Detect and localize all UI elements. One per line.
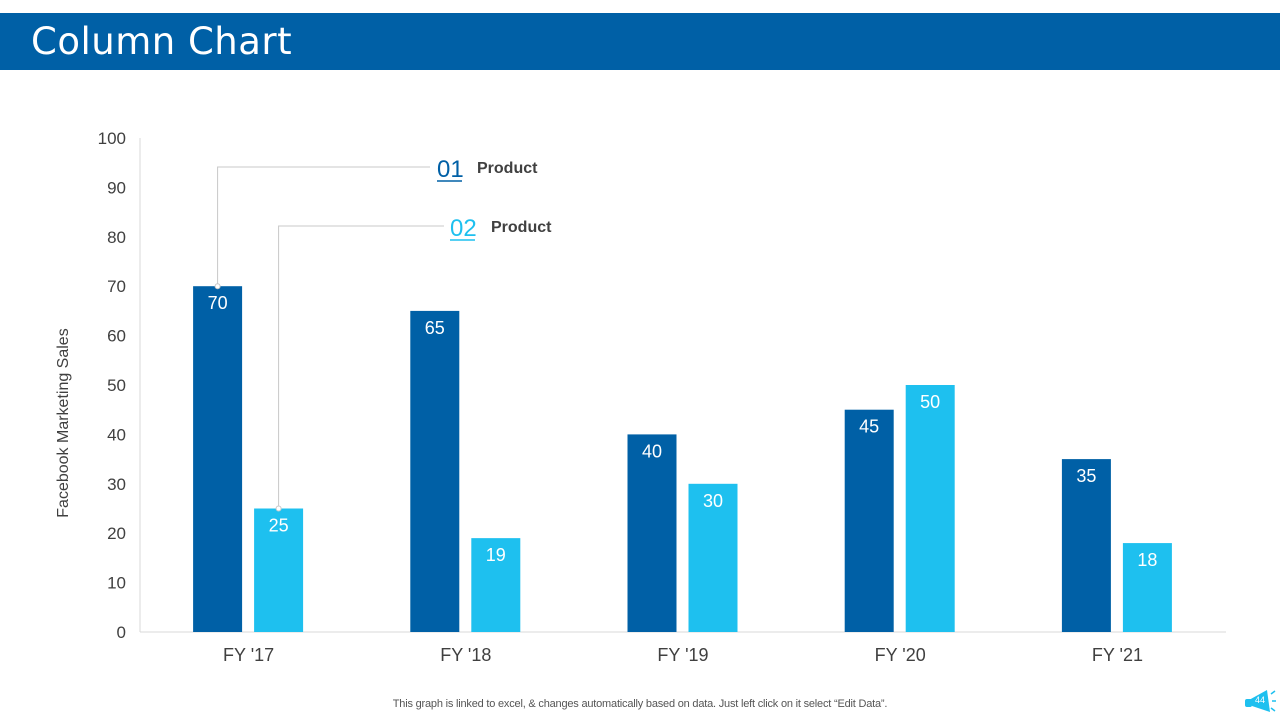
data-label: 25 (269, 516, 289, 536)
page-title: Column Chart (31, 20, 293, 63)
y-tick-label: 20 (107, 524, 126, 543)
bar (905, 385, 955, 632)
data-label: 50 (920, 392, 940, 412)
y-tick-label: 60 (107, 327, 126, 346)
legend-connector (217, 166, 430, 287)
megaphone-icon (1245, 690, 1276, 712)
bar (1061, 459, 1111, 632)
bar (688, 483, 738, 632)
data-label: 35 (1076, 466, 1096, 486)
data-label: 18 (1137, 550, 1157, 570)
bar (254, 508, 304, 632)
legend-number: 02 (450, 215, 477, 242)
x-tick-label: FY '20 (875, 645, 926, 665)
y-tick-label: 80 (107, 228, 126, 247)
bar (193, 286, 243, 632)
data-label: 70 (208, 293, 228, 313)
footer-note: This graph is linked to excel, & changes… (392, 698, 888, 710)
legend-label: Product (491, 219, 552, 236)
y-tick-label: 40 (107, 425, 126, 444)
y-tick-label: 50 (107, 376, 126, 395)
data-label: 45 (859, 417, 879, 437)
data-label: 65 (425, 318, 445, 338)
x-tick-label: FY '18 (440, 645, 491, 665)
data-label: 19 (486, 545, 506, 565)
y-tick-label: 70 (107, 277, 126, 296)
bar (1122, 543, 1172, 632)
y-axis-label: Facebook Marketing Sales (55, 328, 72, 517)
x-tick-label: FY '17 (223, 645, 274, 665)
x-tick-label: FY '19 (657, 645, 708, 665)
y-tick-label: 0 (117, 623, 126, 642)
legend-label: Product (477, 160, 538, 177)
data-label: 40 (642, 441, 662, 461)
bar (844, 409, 894, 632)
bar (471, 538, 521, 632)
legend-number: 01 (437, 156, 464, 183)
page-number: 44 (1254, 695, 1265, 705)
x-tick-label: FY '21 (1092, 645, 1143, 665)
bar (410, 310, 460, 632)
legend-connector-dot (214, 283, 221, 290)
legend-connector-dot (275, 505, 282, 512)
y-tick-label: 90 (107, 178, 126, 197)
y-tick-label: 30 (107, 475, 126, 494)
y-tick-label: 100 (98, 129, 126, 148)
bar (627, 434, 677, 632)
y-tick-label: 10 (107, 574, 126, 593)
legend-connector (278, 225, 444, 509)
title-bar: Column Chart (0, 13, 1280, 70)
data-label: 30 (703, 491, 723, 511)
